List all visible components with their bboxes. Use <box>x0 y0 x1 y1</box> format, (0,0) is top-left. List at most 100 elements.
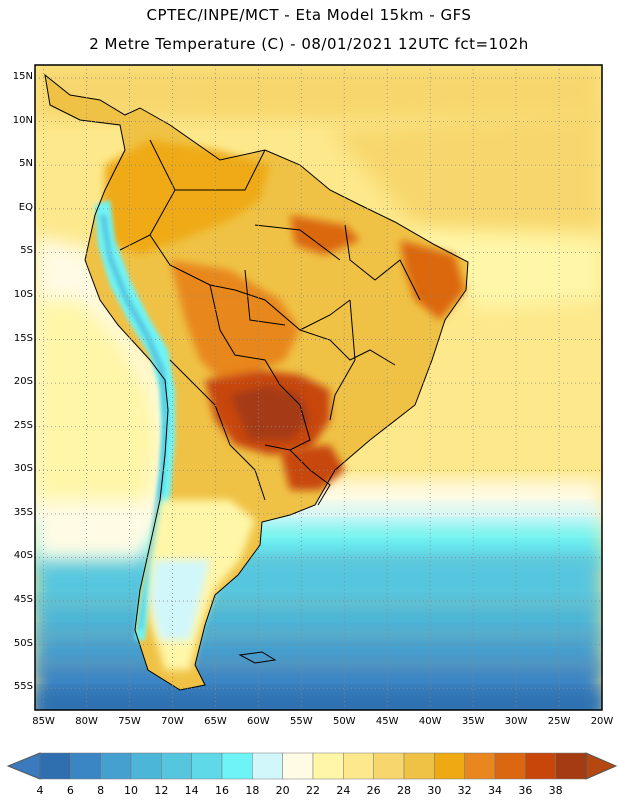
title-line-2: 2 Metre Temperature (C) - 08/01/2021 12U… <box>89 35 529 53</box>
borders <box>44 73 469 691</box>
border-venezuela <box>175 149 266 191</box>
colorbar-tick-label: 10 <box>124 784 138 797</box>
lon-label: 80W <box>75 716 98 727</box>
colorbar-under-arrow <box>6 752 41 780</box>
border-states-3 <box>254 224 341 261</box>
map-frame <box>34 64 603 711</box>
colorbar-tick-label: 24 <box>336 784 351 797</box>
colorbar-tick-label: 36 <box>518 784 533 797</box>
lon-label: 50W <box>332 716 356 727</box>
central-34 <box>170 260 300 380</box>
colorbar-tick-label: 22 <box>306 784 320 797</box>
lon-label: 45W <box>375 716 399 727</box>
colorbar-tick-label: 38 <box>548 784 563 797</box>
colorbar-swatch <box>312 752 344 780</box>
lat-label: 10N <box>12 114 33 126</box>
border-argentina-chile <box>169 359 266 501</box>
lon-label: 55W <box>290 716 313 727</box>
coastline <box>44 73 469 691</box>
colorbar-tick-label: 18 <box>245 784 260 797</box>
colorbar-swatch <box>373 752 405 780</box>
lon-label: 25W <box>547 716 571 727</box>
colorbar-swatch <box>191 752 223 780</box>
lat-label: 50S <box>13 637 33 649</box>
colorbar-tick-label: 8 <box>97 784 105 797</box>
atlantic-26 <box>330 110 602 230</box>
colorbar-swatch <box>39 752 71 780</box>
lat-label: 55S <box>13 681 33 693</box>
colorbar-tick-label: 4 <box>36 784 44 797</box>
lat-label: 15N <box>12 71 33 83</box>
lon-label: 30W <box>504 716 528 727</box>
para-34 <box>290 215 360 255</box>
colorbar-tick-label: 20 <box>275 784 290 797</box>
lon-label: 60W <box>247 716 270 727</box>
lat-label: 5S <box>20 245 33 257</box>
temperature-field <box>35 65 602 710</box>
border-brazil-west <box>149 234 351 331</box>
colorbar-swatch <box>525 752 556 780</box>
lat-label: 30S <box>13 463 33 475</box>
colorbar-swatch <box>161 752 192 780</box>
amazon-north-30 <box>105 140 270 255</box>
graticule <box>35 65 603 710</box>
border-colombia <box>119 139 176 251</box>
colorbar-swatch <box>252 752 283 780</box>
border-bolivia <box>209 284 281 386</box>
lat-label: 45S <box>13 594 33 606</box>
band-6 <box>35 690 602 710</box>
colorbar-swatch <box>70 752 101 780</box>
title-line-1: CPTEC/INPE/MCT - Eta Model 15km - GFS <box>146 6 472 24</box>
colorbar-tick-label: 30 <box>427 784 442 797</box>
lon-label: 70W <box>161 716 184 727</box>
lon-label: 85W <box>32 716 55 727</box>
colorbar-swatch <box>555 752 587 780</box>
colorbar-tick-label: 12 <box>154 784 169 797</box>
colorbar-over-arrow <box>585 752 618 780</box>
patagonia-20 <box>150 560 210 640</box>
lat-label: 35S <box>13 506 33 518</box>
chaco-38 <box>230 385 310 440</box>
lat-label: 15S <box>13 332 33 344</box>
colorbar-swatch <box>100 752 132 780</box>
border-states-4 <box>244 269 286 326</box>
lon-label: 40W <box>418 716 442 727</box>
border-uruguay <box>289 449 331 506</box>
colorbar-tick-label: 16 <box>215 784 229 797</box>
pacific-24 <box>35 300 160 500</box>
lat-label: 5N <box>19 158 33 170</box>
border-states-2 <box>344 224 421 301</box>
colorbar-tick-label: 14 <box>184 784 199 797</box>
colorbar-swatch <box>494 752 526 780</box>
lon-label: 20W <box>590 716 614 727</box>
border-states-5 <box>329 299 356 421</box>
colorbar <box>6 752 618 780</box>
lat-label: 20S <box>13 376 33 388</box>
colorbar-swatch <box>403 752 435 780</box>
lon-label: 35W <box>461 716 485 727</box>
lon-label: 65W <box>204 716 227 727</box>
lat-label: 40S <box>13 550 33 562</box>
lat-label: 25S <box>13 419 33 431</box>
border-states-1 <box>299 329 396 366</box>
colorbar-tick-label: 26 <box>366 784 381 797</box>
colorbar-swatch <box>282 752 314 780</box>
colorbar-tick-label: 32 <box>457 784 472 797</box>
colorbar-tick-label: 34 <box>488 784 502 797</box>
northeast-brazil-34 <box>400 240 465 320</box>
border-paraguay <box>264 384 311 451</box>
colorbar-swatch <box>221 752 253 780</box>
atlantic-24 <box>400 230 602 310</box>
colorbar-swatch <box>464 752 496 780</box>
colorbar-swatch <box>130 752 162 780</box>
lat-label: EQ <box>18 201 33 213</box>
falkland-islands <box>238 651 277 664</box>
colorbar-swatch <box>343 752 374 780</box>
colorbar-swatch <box>434 752 465 780</box>
colorbar-tick-label: 28 <box>397 784 411 797</box>
lon-label: 75W <box>118 716 141 727</box>
caribbean-26 <box>35 65 602 120</box>
colorbar-tick-label: 6 <box>66 784 74 797</box>
lat-label: 10S <box>13 288 33 300</box>
